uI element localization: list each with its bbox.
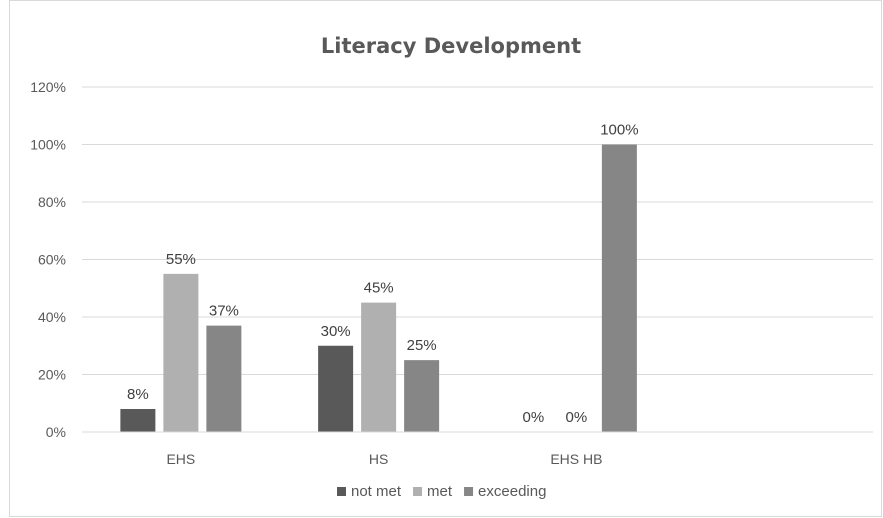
legend-label: met	[427, 483, 453, 500]
data-label: 100%	[600, 122, 638, 139]
y-tick-label: 0%	[46, 424, 66, 440]
bar-exceeding	[206, 325, 242, 432]
legend-label: exceeding	[478, 483, 546, 500]
bar-exceeding	[404, 360, 440, 432]
bar-not-met	[318, 345, 354, 432]
y-tick-label: 60%	[38, 252, 66, 268]
data-label: 0%	[566, 409, 588, 426]
data-labels: 8% 55% 37% 30% 45% 25% 0% 0% 100%	[127, 122, 639, 427]
y-tick-label: 20%	[38, 367, 66, 383]
data-label: 30%	[321, 323, 351, 340]
bar-met	[361, 302, 397, 432]
data-label: 45%	[364, 280, 394, 297]
legend-label: not met	[351, 483, 402, 500]
x-category-label: EHS	[166, 451, 195, 467]
legend-swatch-met	[413, 487, 423, 496]
data-label: 8%	[127, 386, 149, 403]
gridlines	[82, 86, 873, 375]
data-label: 55%	[166, 251, 196, 268]
bar-exceeding	[601, 144, 637, 432]
legend-swatch-not-met	[337, 487, 346, 496]
bar-met	[163, 273, 199, 432]
chart-title: Literacy Development	[321, 34, 581, 58]
data-label: 37%	[209, 303, 239, 320]
legend: not met met exceeding	[337, 483, 546, 500]
y-tick-label: 40%	[38, 309, 66, 325]
bars	[120, 144, 637, 432]
data-label: 0%	[523, 409, 545, 426]
legend-swatch-exceeding	[464, 487, 474, 496]
x-category-label: EHS HB	[550, 451, 602, 467]
y-axis-ticks: 0% 20% 40% 60% 80% 100% 120%	[30, 79, 66, 440]
data-label: 25%	[407, 337, 437, 354]
y-tick-label: 100%	[30, 137, 66, 153]
y-tick-label: 120%	[30, 79, 66, 95]
x-category-label: HS	[369, 451, 388, 467]
x-axis-categories: EHS HS EHS HB	[166, 451, 602, 467]
y-tick-label: 80%	[38, 194, 66, 210]
bar-not-met	[120, 409, 156, 432]
